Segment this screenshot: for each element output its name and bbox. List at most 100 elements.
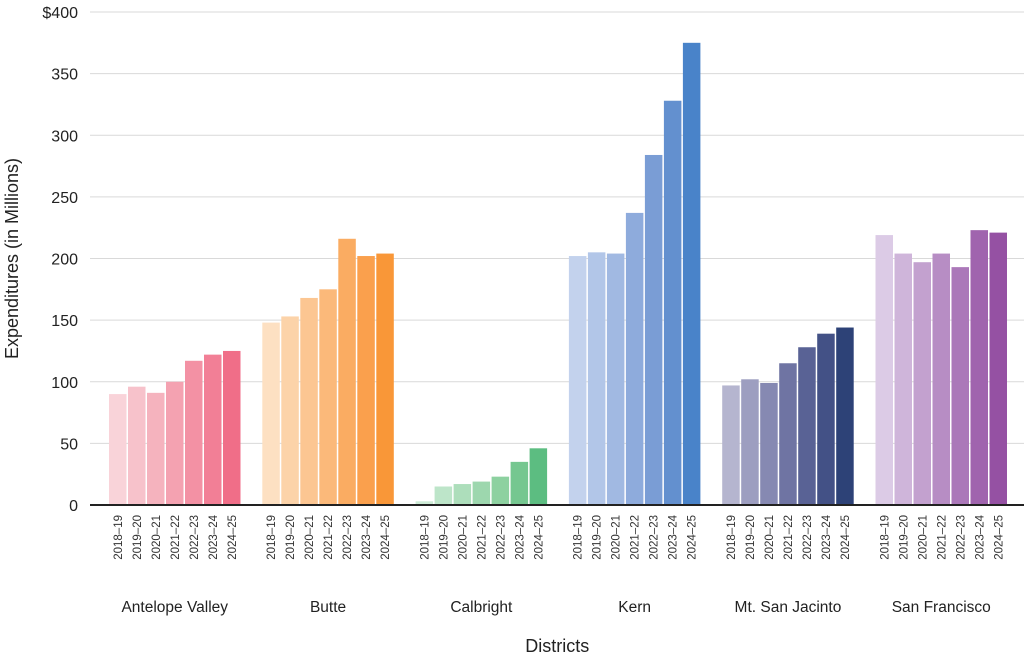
bar <box>798 347 816 505</box>
bar <box>741 379 759 505</box>
bar <box>779 363 797 505</box>
year-label: 2021–22 <box>783 515 795 560</box>
year-label: 2020–21 <box>764 515 776 560</box>
district-label: Butte <box>310 599 346 616</box>
bar <box>970 230 988 505</box>
year-label: 2021–22 <box>630 515 642 560</box>
bar <box>913 262 931 505</box>
year-label: 2023–24 <box>208 514 220 559</box>
year-label: 2021–22 <box>936 515 948 560</box>
bar <box>262 322 280 505</box>
y-tick-label: 0 <box>69 498 78 515</box>
bar <box>491 476 510 505</box>
district-label: Kern <box>618 599 651 616</box>
bar <box>472 481 491 505</box>
year-label: 2019–20 <box>745 515 757 560</box>
year-label: 2020–21 <box>457 515 469 560</box>
bar <box>682 42 701 505</box>
year-label: 2018–19 <box>573 515 585 560</box>
year-label: 2019–20 <box>898 515 910 560</box>
y-tick-label: 50 <box>60 436 78 453</box>
bar <box>281 316 299 505</box>
year-labels: 2018–19 2019–20 2020–21 2021–22 2022–23 2023–… <box>113 514 1006 559</box>
bar <box>989 232 1007 505</box>
y-tick-label: 150 <box>51 313 78 330</box>
year-label: 2022–23 <box>649 515 661 560</box>
year-label: 2022–23 <box>955 515 967 560</box>
year-label: 2018–19 <box>113 515 125 560</box>
bar <box>376 253 394 505</box>
bar <box>644 154 663 505</box>
bar <box>128 386 146 505</box>
year-label: 2020–21 <box>917 515 929 560</box>
year-label: 2018–19 <box>266 515 278 560</box>
district-label: Antelope Valley <box>121 599 228 616</box>
bar <box>663 100 682 506</box>
year-label: 2023–24 <box>514 514 526 559</box>
year-label: 2020–21 <box>151 515 163 560</box>
bar <box>894 253 912 505</box>
bar <box>875 235 893 505</box>
bar <box>817 333 835 505</box>
year-label: 2024–25 <box>687 515 699 560</box>
bar <box>223 350 241 505</box>
year-label: 2023–24 <box>361 514 373 559</box>
bar <box>568 256 587 505</box>
year-label: 2020–21 <box>611 515 623 560</box>
bar <box>510 461 529 505</box>
bar <box>434 486 453 505</box>
bar <box>357 256 375 505</box>
y-tick-label: $400 <box>42 5 78 22</box>
year-label: 2018–19 <box>879 515 891 560</box>
bar <box>319 289 337 505</box>
bar <box>166 381 184 505</box>
bar <box>606 253 625 505</box>
bar <box>185 360 203 505</box>
bar <box>760 382 778 505</box>
year-label: 2020–21 <box>304 515 316 560</box>
y-tick-label: 200 <box>51 252 78 269</box>
year-label: 2024–25 <box>993 515 1005 560</box>
bar <box>625 212 644 505</box>
bar <box>109 394 127 505</box>
gridlines <box>90 11 1024 444</box>
year-label: 2023–24 <box>668 514 680 559</box>
bar <box>300 297 318 505</box>
year-label: 2021–22 <box>323 515 335 560</box>
year-label: 2019–20 <box>592 515 604 560</box>
bar <box>415 501 434 505</box>
x-axis-title: Districts <box>525 636 589 656</box>
year-label: 2021–22 <box>476 515 488 560</box>
year-label: 2022–23 <box>189 515 201 560</box>
year-label: 2023–24 <box>974 514 986 559</box>
district-label: Calbright <box>450 599 513 616</box>
y-tick-label: 250 <box>51 190 78 207</box>
y-axis-tick-labels: 0 50 100 150 200 250 300 350 $400 <box>42 5 78 515</box>
bar <box>587 252 606 505</box>
year-label: 2021–22 <box>170 515 182 560</box>
district-label: San Francisco <box>892 599 991 616</box>
year-label: 2018–19 <box>726 515 738 560</box>
year-label: 2024–25 <box>227 515 239 560</box>
year-label: 2022–23 <box>802 515 814 560</box>
year-label: 2024–25 <box>380 515 392 560</box>
bar <box>951 267 969 505</box>
y-tick-label: 100 <box>51 375 78 392</box>
district-labels: Antelope Valley Butte Calbright Kern Mt. San… <box>121 599 990 616</box>
bars <box>109 42 1007 506</box>
year-label: 2024–25 <box>533 515 545 560</box>
bar <box>147 392 165 505</box>
year-label: 2018–19 <box>419 515 431 560</box>
year-label: 2019–20 <box>438 515 450 560</box>
y-tick-label: 350 <box>51 67 78 84</box>
year-label: 2022–23 <box>495 515 507 560</box>
district-label: Mt. San Jacinto <box>735 599 842 616</box>
bar <box>836 327 854 505</box>
year-label: 2023–24 <box>821 514 833 559</box>
year-label: 2019–20 <box>285 515 297 560</box>
bar <box>204 354 222 505</box>
y-axis-title: Expenditures (in Millions) <box>2 158 22 359</box>
year-label: 2019–20 <box>132 515 144 560</box>
year-label: 2024–25 <box>840 515 852 560</box>
